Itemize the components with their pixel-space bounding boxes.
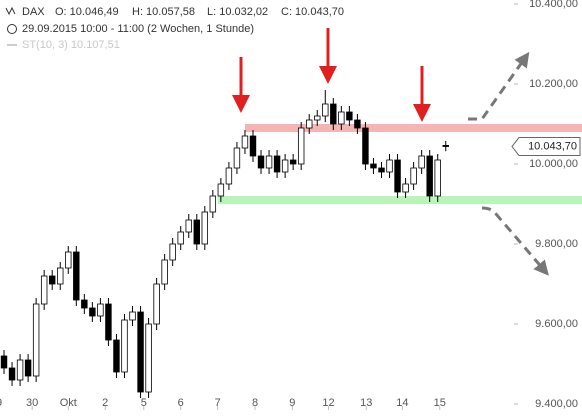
x-tick-label: 15 [434, 397, 446, 409]
candle-body [73, 251, 80, 301]
chart-icon [5, 6, 16, 16]
symbol: DAX [22, 6, 45, 18]
y-tick-label: 10.000,00 [529, 158, 578, 170]
ohlc-high: H: 10.057,58 [132, 6, 195, 18]
y-tick-label: 9.600,00 [535, 318, 578, 330]
candle-body [402, 183, 409, 193]
candle-body [289, 159, 297, 165]
candle-body [297, 127, 305, 165]
candle-body [217, 183, 225, 197]
indicator-label: ST(10, 3) 10.107,51 [22, 39, 120, 51]
candle-body [281, 159, 289, 173]
candle-body [346, 111, 353, 121]
dashed-arrow [468, 51, 530, 121]
candle-body [145, 323, 152, 393]
dashed-arrow [481, 206, 549, 276]
candle-body [370, 163, 377, 169]
subtitle: 29.09.2015 10:00 - 11:00 (2 Wochen, 1 St… [22, 23, 254, 35]
candle-body [169, 243, 176, 261]
candle-body [265, 155, 273, 169]
candle-body [16, 359, 24, 381]
candle-body [273, 155, 281, 173]
x-tick-label: 29 [0, 397, 2, 409]
candle-body [40, 275, 48, 305]
x-tick-label: 9 [289, 397, 295, 409]
candle-body [201, 211, 209, 245]
candle-body [177, 231, 184, 245]
candle-body [249, 135, 257, 157]
candle-body [24, 359, 32, 377]
x-tick-label: Okt [60, 397, 77, 409]
candle-body [338, 111, 345, 125]
candle-body [185, 219, 192, 233]
ohlc-open: O: 10.046,49 [55, 6, 119, 18]
x-tick-label: 5 [141, 397, 147, 409]
y-tick-label: 10.200,00 [529, 78, 578, 90]
candle-body [161, 259, 168, 285]
candle-body [386, 159, 393, 173]
candle-body [330, 103, 337, 125]
y-tick-label: 9.400,00 [535, 398, 578, 410]
level-band [244, 124, 582, 132]
legend-header: DAX O: 10.046,49 H: 10.057,58 L: 10.032,… [5, 6, 344, 51]
candle-body [81, 299, 88, 309]
candle-body [233, 147, 241, 169]
price-tag: 10.043,70 [528, 140, 577, 152]
candle-body [314, 115, 321, 121]
candle-body [121, 319, 128, 373]
level-band [217, 196, 582, 204]
y-tick-label: 9.800,00 [535, 238, 578, 250]
marks-layer [0, 90, 449, 398]
clock-icon [7, 24, 17, 34]
ohlc-close: C: 10.043,70 [281, 6, 344, 18]
background-layer [31, 3, 582, 410]
x-tick-label: 2 [102, 397, 108, 409]
candle-body [32, 303, 40, 377]
candle-body [129, 311, 136, 321]
candle-body [257, 155, 265, 169]
x-tick-label: 30 [26, 397, 38, 409]
candle-body [241, 135, 249, 149]
candle-body [434, 159, 441, 197]
candle-body [322, 103, 329, 117]
x-tick-label: 12 [322, 397, 334, 409]
x-tick-label: 6 [178, 397, 184, 409]
candle-body [378, 167, 385, 173]
candle-body [209, 195, 217, 213]
candle-body [105, 303, 112, 341]
candle-body [394, 159, 401, 193]
y-tick-label: 10.400,00 [529, 0, 578, 10]
candle-body [65, 251, 72, 269]
candle-body [113, 339, 120, 373]
x-tick-label: 8 [252, 397, 258, 409]
candle-body [97, 303, 104, 317]
candle-body [57, 267, 64, 285]
candle-body [306, 119, 313, 129]
x-tick-label: 7 [215, 397, 221, 409]
x-tick-label: 13 [360, 397, 372, 409]
candle-body [48, 275, 56, 285]
annotation-arrows [232, 28, 549, 276]
candle-body [410, 167, 417, 185]
price-tag-box [511, 137, 581, 157]
x-tick-label: 14 [396, 397, 408, 409]
candle-body [89, 307, 96, 317]
candle-body [193, 219, 200, 245]
ohlc-low: L: 10.032,02 [207, 6, 268, 18]
candle-body [354, 119, 361, 129]
candle-body [8, 367, 16, 381]
candle-body [137, 311, 144, 393]
candle-body [426, 155, 433, 197]
candle-body [225, 167, 233, 185]
candle-body [362, 127, 369, 165]
candle-body [0, 355, 8, 369]
candle-body [442, 145, 449, 147]
candle-body [153, 283, 160, 325]
candle-body [418, 155, 425, 169]
